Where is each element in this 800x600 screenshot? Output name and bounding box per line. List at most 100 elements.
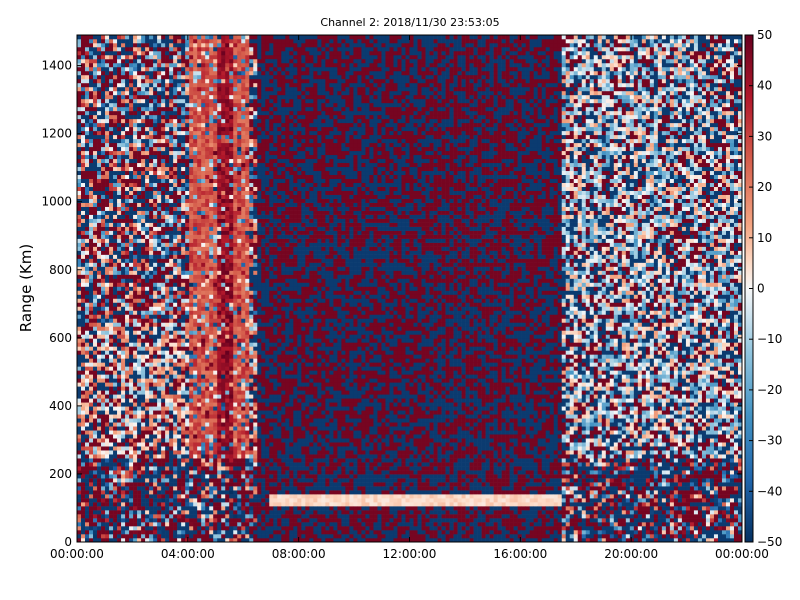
heatmap-cell <box>165 422 169 426</box>
heatmap-cell <box>121 79 125 83</box>
heatmap-cell <box>145 107 149 111</box>
heatmap-cell <box>81 342 85 346</box>
heatmap-cell <box>101 251 105 255</box>
heatmap-cell <box>133 147 137 151</box>
heatmap-cell <box>217 175 221 179</box>
heatmap-cell <box>229 486 233 490</box>
heatmap-cell <box>173 394 177 398</box>
heatmap-cell <box>93 75 97 79</box>
heatmap-cell <box>165 183 169 187</box>
heatmap-cell <box>125 75 129 79</box>
heatmap-cell <box>145 251 149 255</box>
heatmap-cell <box>209 322 213 326</box>
heatmap-cell <box>117 438 121 442</box>
heatmap-cell <box>181 482 185 486</box>
heatmap-cell <box>205 99 209 103</box>
heatmap-cell <box>169 231 173 235</box>
heatmap-cell <box>185 263 189 267</box>
heatmap-cell <box>217 314 221 318</box>
heatmap-cell <box>149 115 153 119</box>
heatmap-cell <box>169 187 173 191</box>
heatmap-cell <box>97 498 101 502</box>
heatmap-cell <box>109 219 113 223</box>
heatmap-cell <box>213 338 217 342</box>
heatmap-cell <box>141 203 145 207</box>
heatmap-cell <box>225 111 229 115</box>
heatmap-cell <box>121 107 125 111</box>
heatmap-cell <box>161 470 165 474</box>
heatmap-cell <box>225 231 229 235</box>
heatmap-cell <box>209 450 213 454</box>
heatmap-cell <box>125 35 129 39</box>
heatmap-cell <box>125 470 129 474</box>
heatmap-cell <box>97 514 101 518</box>
heatmap-cell <box>125 211 129 215</box>
heatmap-cell <box>109 139 113 143</box>
heatmap-cell <box>217 418 221 422</box>
heatmap-cell <box>181 175 185 179</box>
heatmap-cell <box>81 330 85 334</box>
heatmap-cell <box>77 506 81 510</box>
heatmap-cell <box>185 342 189 346</box>
heatmap-cell <box>129 271 133 275</box>
heatmap-cell <box>209 294 213 298</box>
heatmap-cell <box>133 139 137 143</box>
heatmap-cell <box>109 510 113 514</box>
heatmap-cell <box>221 298 225 302</box>
heatmap-cell <box>181 223 185 227</box>
heatmap-cell <box>89 318 93 322</box>
heatmap-cell <box>133 318 137 322</box>
heatmap-cell <box>201 103 205 107</box>
heatmap-cell <box>101 111 105 115</box>
heatmap-cell <box>221 87 225 91</box>
heatmap-cell <box>81 466 85 470</box>
heatmap-cell <box>85 430 89 434</box>
heatmap-cell <box>213 350 217 354</box>
heatmap-cell <box>201 287 205 291</box>
heatmap-cell <box>165 298 169 302</box>
heatmap-cell <box>185 235 189 239</box>
heatmap-cell <box>77 123 81 127</box>
heatmap-cell <box>189 95 193 99</box>
heatmap-cell <box>125 362 129 366</box>
heatmap-cell <box>133 454 137 458</box>
heatmap-cell <box>205 294 209 298</box>
heatmap-cell <box>101 247 105 251</box>
heatmap-cell <box>129 434 133 438</box>
heatmap-cell <box>121 466 125 470</box>
heatmap-cell <box>89 470 93 474</box>
heatmap-cell <box>129 219 133 223</box>
heatmap-cell <box>189 498 193 502</box>
heatmap-cell <box>173 390 177 394</box>
heatmap-cell <box>205 394 209 398</box>
heatmap-cell <box>185 298 189 302</box>
heatmap-cell <box>177 83 181 87</box>
heatmap-cell <box>117 59 121 63</box>
heatmap-cell <box>153 346 157 350</box>
heatmap-cell <box>193 155 197 159</box>
heatmap-cell <box>165 354 169 358</box>
heatmap-cell <box>221 314 225 318</box>
heatmap-cell <box>233 398 237 402</box>
heatmap-cell <box>193 370 197 374</box>
heatmap-cell <box>85 275 89 279</box>
heatmap-cell <box>205 135 209 139</box>
heatmap-cell <box>93 530 97 534</box>
heatmap-cell <box>193 510 197 514</box>
heatmap-cell <box>93 279 97 283</box>
heatmap-cell <box>177 75 181 79</box>
heatmap-cell <box>85 179 89 183</box>
heatmap-cell <box>149 490 153 494</box>
heatmap-cell <box>229 215 233 219</box>
heatmap-cell <box>105 474 109 478</box>
heatmap-cell <box>85 247 89 251</box>
heatmap-cell <box>157 318 161 322</box>
heatmap-cell <box>101 43 105 47</box>
heatmap-cell <box>157 382 161 386</box>
heatmap-cell <box>201 267 205 271</box>
heatmap-cell <box>125 414 129 418</box>
heatmap-cell <box>225 79 229 83</box>
heatmap-cell <box>165 171 169 175</box>
heatmap-cell <box>137 51 141 55</box>
heatmap-cell <box>217 522 221 526</box>
